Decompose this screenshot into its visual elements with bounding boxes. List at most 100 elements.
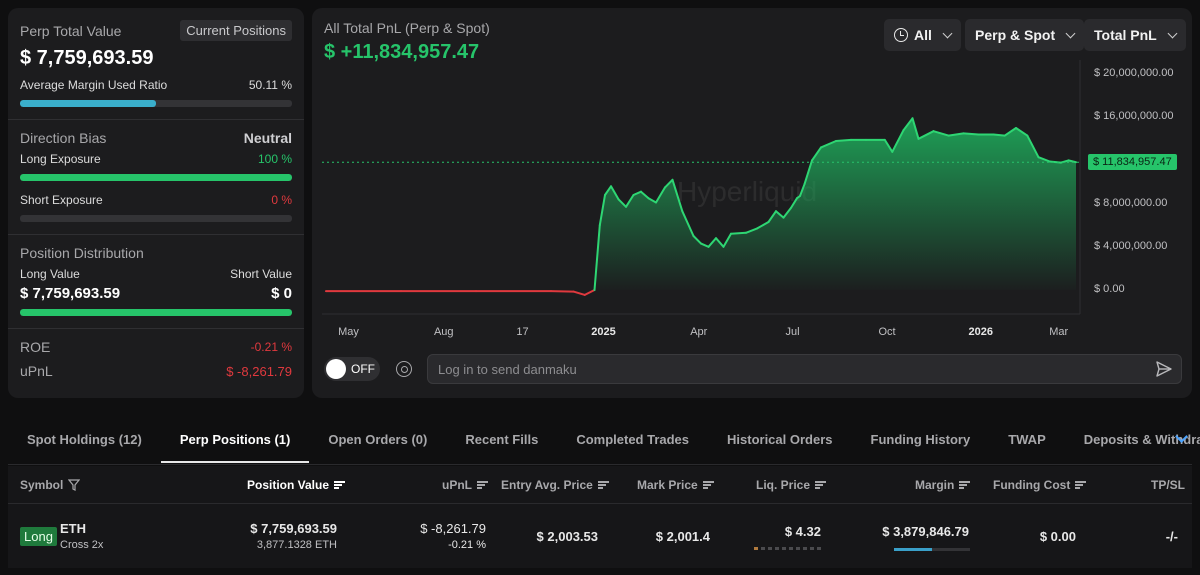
header-margin-label: Margin: [915, 478, 955, 492]
chart-total-value: $ +11,834,957.47: [324, 41, 480, 63]
pnl-line-segment: [799, 183, 806, 197]
margin-ratio-value: 50.11 %: [248, 78, 292, 92]
header-upnl[interactable]: uPnL: [442, 478, 488, 492]
summary-card: Perp Total Value Current Positions $ 7,7…: [8, 8, 304, 398]
tab-twap[interactable]: TWAP: [1008, 432, 1046, 447]
perp-positions-table: Symbol Position Value uPnL Entry Avg. Pr…: [8, 466, 1192, 568]
tab-open-orders-0[interactable]: Open Orders (0): [328, 432, 428, 447]
tab-perp-positions-1[interactable]: Perp Positions (1): [160, 418, 310, 463]
header-symbol[interactable]: Symbol: [20, 478, 81, 492]
pnl-line-segment: [671, 178, 684, 213]
pnl-line-segment: [610, 185, 620, 201]
long-value-label: Long Value: [20, 267, 80, 281]
x-tick-label: 2025: [591, 326, 616, 338]
sort-icon: [334, 481, 346, 489]
sort-icon: [597, 481, 609, 489]
pnl-line-segment: [617, 198, 627, 208]
side-badge: Long: [20, 527, 57, 546]
market-dropdown[interactable]: Perp & Spot: [965, 19, 1085, 51]
y-tick-label: $ 8,000,000.00: [1094, 196, 1168, 209]
liq-risk-segment: [803, 547, 807, 550]
header-mark-price[interactable]: Mark Price: [637, 478, 714, 492]
header-position-value[interactable]: Position Value: [247, 478, 346, 492]
header-mark-price-label: Mark Price: [637, 478, 698, 492]
current-positions-button[interactable]: Current Positions: [180, 20, 292, 41]
position-distribution-fill: [20, 309, 292, 316]
margin-ratio-fill: [20, 100, 157, 107]
pnl-line-segment: [647, 197, 657, 204]
perp-total-label: Perp Total Value: [20, 22, 122, 39]
pnl-area-fill: [326, 118, 1076, 290]
pnl-line-segment: [722, 232, 732, 248]
header-liq-price-label: Liq. Price: [756, 478, 811, 492]
x-tick-label: Mar: [1049, 326, 1069, 338]
tab-funding-history[interactable]: Funding History: [870, 432, 971, 447]
x-tick-label: Aug: [433, 326, 454, 338]
pnl-chart-card: All Total PnL (Perp & Spot) $ +11,834,95…: [312, 8, 1192, 398]
pnl-line-segment: [1037, 156, 1051, 163]
pnl-line-segment: [593, 224, 601, 291]
position-value: $ 7,759,693.59: [250, 521, 337, 536]
y-tick-label: $ 0.00: [1094, 283, 1125, 295]
pnl-line-segment: [632, 190, 642, 196]
range-dropdown[interactable]: All: [884, 19, 961, 51]
danmaku-toggle[interactable]: OFF: [324, 357, 380, 381]
pnl-line-segment: [911, 117, 920, 140]
roe-value: -0.21 %: [250, 340, 292, 354]
danmaku-toggle-label: OFF: [351, 362, 375, 376]
pnl-line-segment: [1067, 159, 1077, 164]
liq-risk-segment: [754, 547, 758, 550]
pnl-area-chart[interactable]: Hyperliquid: [312, 8, 1192, 348]
pnl-line-segment: [1026, 134, 1040, 159]
short-exposure-label: Short Exposure: [20, 193, 103, 207]
tab-spot-holdings-12[interactable]: Spot Holdings (12): [27, 432, 142, 447]
y-tick-label: $ 4,000,000.00: [1094, 239, 1168, 252]
pnl-line-segment: [756, 221, 770, 230]
x-tick-label: Oct: [878, 326, 896, 338]
coin-symbol[interactable]: ETH: [60, 521, 86, 536]
pnl-line-segment: [782, 206, 792, 219]
tab-deposits-withdra[interactable]: Deposits & Withdra: [1083, 432, 1200, 447]
tab-recent-fills[interactable]: Recent Fills: [465, 432, 539, 447]
header-tpsl-label: TP/SL: [1151, 478, 1186, 492]
pnl-line-segment: [700, 242, 710, 248]
tpsl-value[interactable]: -/-: [1165, 529, 1178, 544]
short-value: $ 0: [271, 285, 292, 302]
long-exposure-label: Long Exposure: [20, 152, 101, 166]
filter-icon[interactable]: [68, 479, 81, 491]
pnl-line-segment: [625, 194, 635, 208]
metric-dropdown-label: Total PnL: [1094, 27, 1157, 43]
settings-icon[interactable]: [396, 361, 412, 377]
pnl-line-segment: [917, 130, 935, 140]
send-icon[interactable]: [1155, 360, 1173, 378]
pnl-line-segment: [583, 289, 596, 296]
tab-completed-trades[interactable]: Completed Trades: [576, 432, 690, 447]
roe-label: ROE: [20, 339, 51, 355]
pnl-line-segment: [730, 231, 747, 235]
mark-price: $ 2,001.4: [655, 529, 710, 544]
divider: [8, 119, 304, 120]
pnl-line-segment: [550, 290, 575, 293]
margin-ratio-label: Average Margin Used Ratio: [20, 78, 168, 92]
header-margin[interactable]: Margin: [915, 478, 971, 492]
sort-icon: [1075, 481, 1087, 489]
long-value: $ 7,759,693.59: [20, 285, 121, 302]
pnl-line-segment: [803, 159, 813, 186]
pnl-line-segment: [745, 227, 759, 234]
x-tick-label: Jul: [785, 326, 800, 338]
sort-icon: [959, 481, 971, 489]
header-entry-price[interactable]: Entry Avg. Price: [501, 478, 609, 492]
danmaku-input[interactable]: [427, 354, 1182, 384]
tab-historical-orders[interactable]: Historical Orders: [727, 432, 833, 447]
pnl-line-segment: [604, 185, 612, 196]
position-size: 3,877.1328 ETH: [256, 539, 337, 551]
metric-dropdown[interactable]: Total PnL: [1084, 19, 1186, 51]
pnl-line-segment: [932, 130, 950, 137]
pnl-line-segment: [962, 132, 980, 136]
header-funding-cost[interactable]: Funding Cost: [993, 478, 1087, 492]
x-tick-label: 2026: [968, 326, 993, 338]
header-tpsl[interactable]: TP/SL: [1151, 478, 1185, 492]
header-liq-price[interactable]: Liq. Price: [756, 478, 827, 492]
range-dropdown-label: All: [914, 27, 932, 43]
